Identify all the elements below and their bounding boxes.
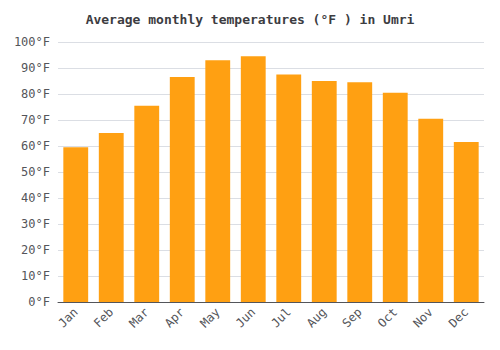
svg-text:80°F: 80°F: [21, 87, 50, 101]
svg-text:Oct: Oct: [375, 305, 400, 330]
svg-text:Nov: Nov: [410, 305, 435, 330]
svg-text:70°F: 70°F: [21, 113, 50, 127]
svg-text:Sep: Sep: [339, 305, 364, 330]
svg-text:100°F: 100°F: [14, 35, 50, 49]
svg-text:90°F: 90°F: [21, 61, 50, 75]
svg-text:40°F: 40°F: [21, 191, 50, 205]
svg-text:30°F: 30°F: [21, 217, 50, 231]
svg-text:Dec: Dec: [446, 305, 471, 330]
svg-text:0°F: 0°F: [28, 295, 50, 309]
svg-text:60°F: 60°F: [21, 139, 50, 153]
svg-text:Average monthly temperatures (: Average monthly temperatures (°F ) in Um…: [86, 12, 415, 27]
svg-text:50°F: 50°F: [21, 165, 50, 179]
svg-text:10°F: 10°F: [21, 269, 50, 283]
svg-text:Apr: Apr: [162, 305, 187, 330]
svg-text:Jun: Jun: [233, 305, 258, 330]
svg-text:May: May: [197, 305, 222, 330]
svg-text:Feb: Feb: [91, 305, 116, 330]
svg-text:Aug: Aug: [304, 305, 329, 330]
svg-text:Jul: Jul: [268, 305, 293, 330]
svg-text:20°F: 20°F: [21, 243, 50, 257]
svg-text:Mar: Mar: [126, 305, 151, 330]
svg-text:Jan: Jan: [55, 305, 80, 330]
